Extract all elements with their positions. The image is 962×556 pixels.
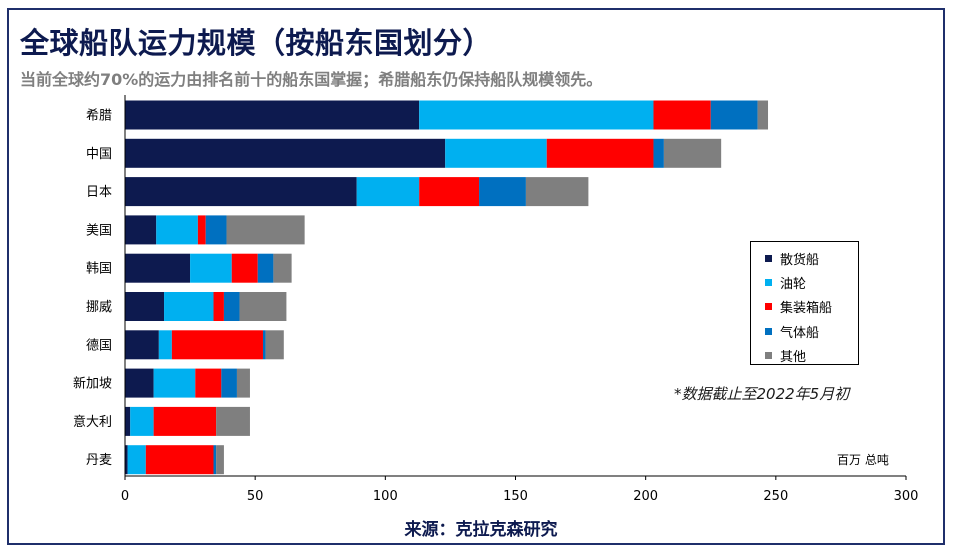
bar-日本-气体船 xyxy=(479,177,526,207)
y-tick-label: 新加坡 xyxy=(73,376,112,392)
legend-label: 油轮 xyxy=(780,277,807,293)
bar-新加坡-散货船 xyxy=(125,368,154,398)
bar-中国-气体船 xyxy=(653,138,664,168)
bar-挪威-其他 xyxy=(239,292,287,321)
legend-label: 集装箱船 xyxy=(780,301,833,317)
bar-希腊-散货船 xyxy=(125,100,420,130)
bar-德国-散货船 xyxy=(125,330,159,360)
chart-title: 全球船队运力规模（按船东国划分） xyxy=(20,26,493,60)
x-tick-label: 250 xyxy=(763,489,788,504)
x-tick-label: 150 xyxy=(503,489,528,504)
bar-美国-散货船 xyxy=(125,215,157,245)
bar-希腊-其他 xyxy=(757,100,769,130)
y-tick-label: 日本 xyxy=(86,185,112,200)
bar-日本-集装箱船 xyxy=(419,177,480,207)
x-tick-label: 200 xyxy=(633,489,658,504)
bar-美国-油轮 xyxy=(156,215,198,245)
bar-德国-气体船 xyxy=(262,330,266,360)
chart-subtitle: 当前全球约70%的运力由排名前十的船东国掌握；希腊船东仍保持船队规模领先。 xyxy=(20,70,603,89)
bar-挪威-散货船 xyxy=(125,292,165,321)
bar-韩国-散货船 xyxy=(125,253,191,283)
y-tick-label: 意大利 xyxy=(73,414,112,430)
bar-挪威-油轮 xyxy=(164,292,214,321)
x-tick-label: 50 xyxy=(247,489,264,504)
bar-新加坡-气体船 xyxy=(221,368,237,398)
legend-item-气体船: 气体船 xyxy=(765,319,858,343)
bar-新加坡-其他 xyxy=(236,368,250,398)
legend-item-油轮: 油轮 xyxy=(765,270,858,294)
bar-新加坡-油轮 xyxy=(153,368,196,398)
bar-韩国-油轮 xyxy=(190,253,232,283)
x-tick-label: 0 xyxy=(121,489,129,504)
y-tick-label: 中国 xyxy=(86,147,112,162)
bar-丹麦-其他 xyxy=(216,445,224,475)
x-tick-label: 100 xyxy=(373,489,398,504)
bar-德国-其他 xyxy=(265,330,284,360)
bar-德国-集装箱船 xyxy=(171,330,263,360)
legend-item-集装箱船: 集装箱船 xyxy=(765,295,858,319)
y-tick-label: 韩国 xyxy=(86,262,112,277)
bar-中国-散货船 xyxy=(125,138,446,168)
bar-中国-其他 xyxy=(663,138,722,168)
bar-日本-油轮 xyxy=(356,177,420,207)
x-tick-label: 300 xyxy=(894,489,919,504)
bar-丹麦-油轮 xyxy=(127,445,146,475)
bar-意大利-散货船 xyxy=(125,406,131,436)
bar-韩国-其他 xyxy=(273,253,292,283)
x-axis-unit-label: 百万 总吨 xyxy=(837,453,889,467)
chart-legend: 散货船油轮集装箱船气体船其他 xyxy=(750,241,859,365)
bar-意大利-其他 xyxy=(216,406,250,436)
legend-label: 散货船 xyxy=(780,252,820,268)
bar-丹麦-集装箱船 xyxy=(145,445,214,475)
bar-挪威-集装箱船 xyxy=(213,292,224,321)
y-tick-label: 德国 xyxy=(86,338,112,353)
data-date-note: *数据截止至2022年5月初 xyxy=(674,385,850,403)
legend-label: 气体船 xyxy=(780,325,820,341)
bar-意大利-集装箱船 xyxy=(153,406,217,436)
bar-希腊-气体船 xyxy=(710,100,758,130)
y-tick-label: 希腊 xyxy=(86,109,112,124)
bar-日本-散货船 xyxy=(125,177,357,207)
bar-新加坡-集装箱船 xyxy=(195,368,222,398)
legend-label: 其他 xyxy=(780,350,807,366)
chart-frame xyxy=(7,8,945,545)
bar-意大利-油轮 xyxy=(130,406,154,436)
y-tick-label: 挪威 xyxy=(86,300,112,315)
bar-韩国-集装箱船 xyxy=(231,253,258,283)
bar-中国-集装箱船 xyxy=(546,138,654,168)
source-note: 来源：克拉克森研究 xyxy=(404,520,558,540)
y-tick-label: 丹麦 xyxy=(86,453,112,468)
legend-swatch xyxy=(765,352,772,360)
y-tick-label: 美国 xyxy=(86,223,112,238)
bar-希腊-油轮 xyxy=(419,100,654,130)
bar-丹麦-气体船 xyxy=(213,445,217,475)
legend-swatch xyxy=(765,327,772,335)
bar-日本-其他 xyxy=(525,177,589,207)
bar-美国-其他 xyxy=(226,215,305,245)
bar-希腊-集装箱船 xyxy=(653,100,711,130)
legend-item-散货船: 散货船 xyxy=(765,246,858,270)
bar-中国-油轮 xyxy=(445,138,547,168)
bar-丹麦-散货船 xyxy=(125,445,128,475)
bar-挪威-气体船 xyxy=(223,292,240,321)
bar-美国-气体船 xyxy=(205,215,227,245)
bar-美国-集装箱船 xyxy=(197,215,206,245)
legend-swatch xyxy=(765,254,772,262)
legend-item-其他: 其他 xyxy=(765,344,858,368)
bar-韩国-气体船 xyxy=(257,253,274,283)
legend-swatch xyxy=(765,303,772,311)
legend-swatch xyxy=(765,279,772,287)
bar-德国-油轮 xyxy=(158,330,172,360)
